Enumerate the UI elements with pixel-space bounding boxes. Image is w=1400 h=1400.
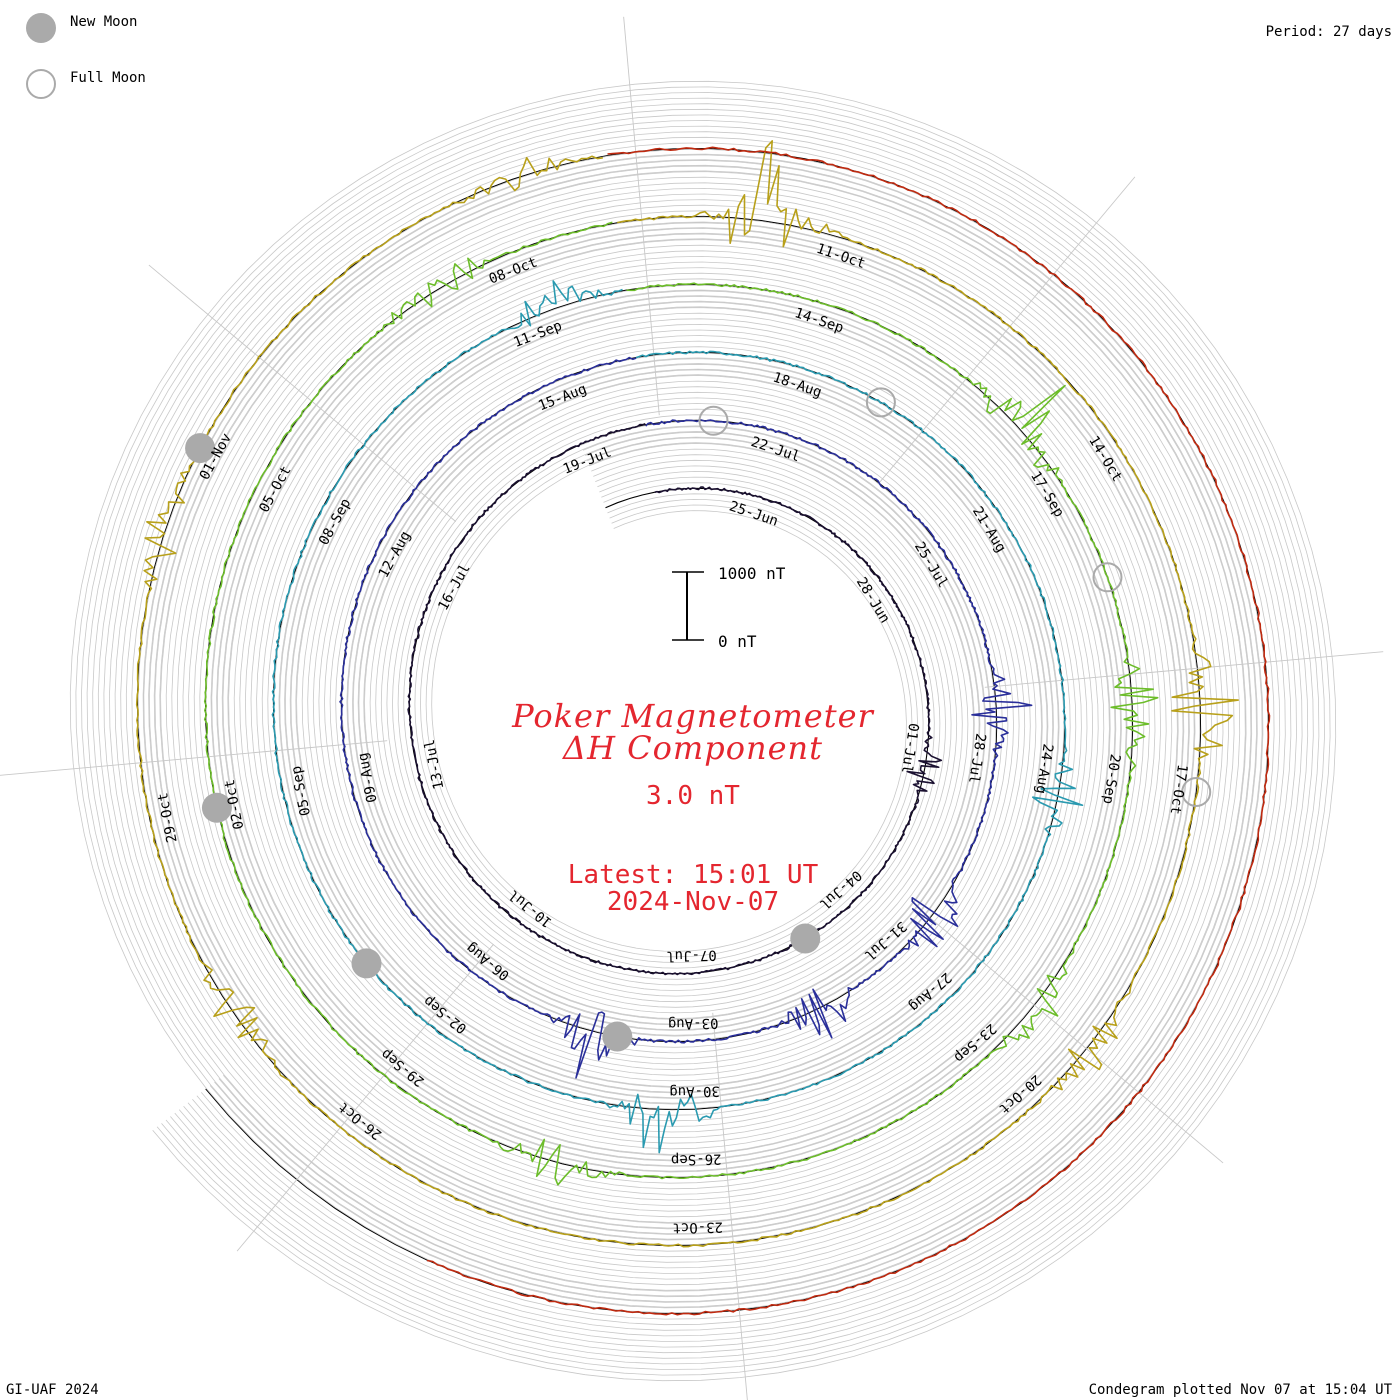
date-label: 20-Sep: [1099, 753, 1122, 805]
new-moon-marker: [351, 948, 382, 979]
day-spoke: [623, 16, 660, 416]
current-value: 3.0 nT: [646, 781, 740, 811]
latest-date: 2024-Nov-07: [606, 887, 780, 917]
day-spoke: [984, 651, 1384, 688]
date-label: 28-Jun: [853, 575, 893, 627]
grid-spiral: [103, 114, 1303, 1348]
radial-day-spokes: [0, 16, 1384, 1400]
date-label: 26-Sep: [671, 1150, 722, 1167]
latest-time: Latest: 15:01 UT: [567, 860, 819, 890]
grid-spiral: [97, 108, 1309, 1354]
date-label: 14-Sep: [793, 305, 846, 336]
full-moon-legend-icon: [26, 69, 56, 99]
grid-spiral: [142, 153, 1264, 1309]
grid-spiral: [159, 170, 1247, 1292]
date-label: 25-Jun: [727, 498, 780, 529]
series-23-Jun: [407, 422, 943, 976]
date-label: 24-Aug: [1032, 742, 1055, 794]
day-spoke: [0, 740, 388, 776]
day-spoke: [915, 906, 1224, 1164]
chart-title-line2: ΔH Component: [562, 729, 824, 767]
date-label: 23-Oct: [672, 1219, 723, 1236]
full-moon-marker: [698, 405, 729, 436]
full-moon-marker: [1181, 776, 1212, 807]
credit-label: GI-UAF 2024: [6, 1382, 99, 1398]
new-moon-marker: [602, 1021, 633, 1052]
series-16-Aug: [271, 280, 1084, 1154]
date-label: 30-Aug: [669, 1083, 720, 1100]
scale-bottom-label: 0 nT: [718, 632, 757, 651]
date-label: 03-Aug: [668, 1015, 719, 1032]
full-moon-legend-label: Full Moon: [70, 70, 146, 86]
new-moon-marker: [201, 792, 232, 823]
grid-spiral: [120, 131, 1286, 1331]
series-09-Oct: [135, 140, 1239, 1248]
new-moon-marker: [185, 433, 216, 464]
date-label: 17-Oct: [1167, 763, 1190, 815]
data-traces: [135, 140, 1271, 1316]
grid-spiral: [148, 159, 1258, 1303]
grid-spiral: [153, 164, 1253, 1298]
scale-bar: [672, 571, 704, 641]
new-moon-legend-label: New Moon: [70, 14, 138, 30]
day-spoke: [236, 943, 494, 1252]
series-05-Nov: [426, 146, 1271, 1316]
grid-spiral: [75, 86, 1331, 1376]
scale-top-label: 1000 nT: [718, 564, 786, 583]
grid-spiral: [114, 125, 1292, 1337]
date-label: 28-Jul: [965, 732, 988, 784]
plotted-label: Condegram plotted Nov 07 at 15:04 UT: [1088, 1382, 1392, 1398]
full-moon-marker: [865, 387, 896, 418]
new-moon-marker: [790, 923, 821, 954]
day-spoke: [712, 1012, 748, 1400]
day-spoke: [878, 176, 1136, 485]
grid-spiral: [109, 120, 1297, 1342]
series-12-Sep: [203, 221, 1159, 1186]
series-20-Jul: [339, 356, 1033, 1079]
period-label: Period: 27 days: [1265, 24, 1392, 40]
date-label: 11-Oct: [814, 241, 867, 272]
full-moon-marker: [1092, 562, 1123, 593]
date-label: 01-Jul: [898, 722, 921, 774]
day-spoke: [148, 264, 457, 522]
grid-spiral: [92, 103, 1314, 1359]
chart-title-line1: Poker Magnetometer: [512, 697, 874, 735]
new-moon-legend-icon: [26, 13, 56, 43]
grid-spiral: [81, 92, 1325, 1370]
moon-markers: [185, 387, 1212, 1052]
date-label: 07-Jul: [666, 947, 717, 964]
grid-spiral: [86, 97, 1320, 1365]
grid-spiral: [131, 142, 1275, 1320]
grid-spiral: [125, 136, 1281, 1326]
